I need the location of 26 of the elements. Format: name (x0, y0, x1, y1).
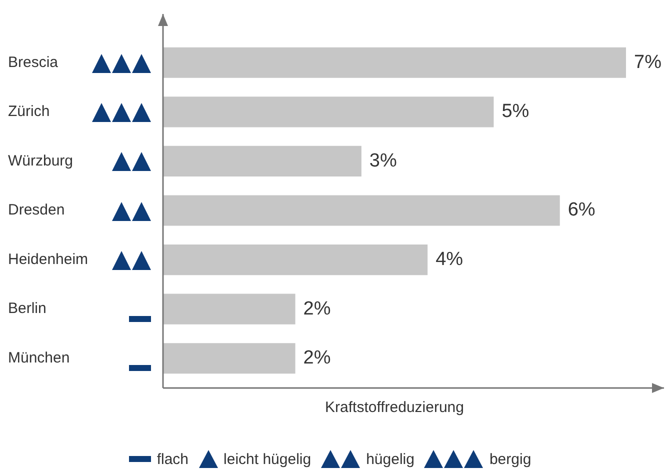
y-tick-label: Zürich (8, 103, 50, 120)
text: hügelig (366, 450, 414, 468)
bar (163, 146, 362, 176)
bar (163, 47, 626, 78)
bar (163, 244, 428, 276)
y-tick-label: Würzburg (8, 152, 74, 170)
text: leicht hügelig (224, 450, 312, 468)
text: bergig (489, 450, 532, 468)
data-label: 3% (369, 150, 397, 172)
y-tick-label: Brescia (8, 54, 59, 71)
y-tick-label: München (8, 350, 70, 366)
bar (163, 294, 296, 324)
bar (163, 96, 494, 128)
data-label: 6% (568, 200, 596, 221)
data-label: 4% (436, 249, 464, 270)
y-tick-label: Berlin (8, 300, 46, 318)
bar (163, 343, 296, 374)
x-axis-title: Kraftstoffreduzierung (325, 399, 464, 416)
y-tick-label: Dresden (8, 202, 65, 219)
data-label: 5% (502, 101, 530, 122)
bar (163, 195, 560, 226)
y-tick-label: Heidenheim (8, 250, 88, 268)
data-label: 2% (303, 298, 331, 320)
text: flach (156, 450, 189, 468)
data-label: 2% (303, 348, 331, 369)
data-label: 7% (634, 52, 662, 73)
